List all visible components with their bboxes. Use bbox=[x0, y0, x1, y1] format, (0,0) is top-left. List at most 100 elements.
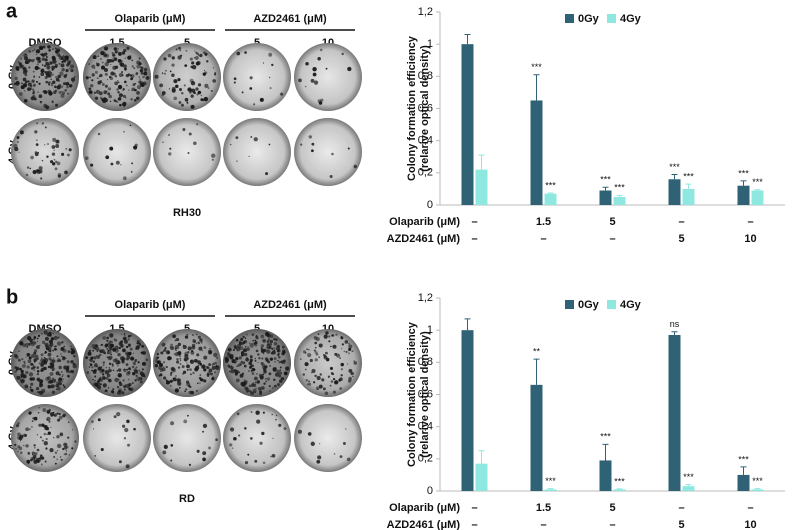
colony bbox=[246, 357, 249, 359]
colony bbox=[127, 343, 131, 347]
colony bbox=[204, 83, 209, 88]
colony bbox=[118, 72, 124, 78]
colony bbox=[109, 76, 111, 78]
colony bbox=[300, 143, 303, 146]
colony bbox=[43, 330, 48, 335]
bar bbox=[751, 190, 764, 205]
colony bbox=[17, 422, 20, 425]
colony bbox=[63, 446, 68, 450]
colony bbox=[344, 340, 349, 344]
colony bbox=[15, 366, 18, 370]
colony bbox=[99, 73, 103, 78]
colony bbox=[16, 136, 20, 139]
colony bbox=[190, 360, 192, 362]
dish-plate bbox=[153, 43, 221, 111]
colony bbox=[278, 356, 281, 359]
colony bbox=[176, 357, 179, 361]
colony bbox=[24, 80, 28, 84]
colony bbox=[113, 99, 117, 102]
colony bbox=[33, 369, 36, 371]
colony bbox=[63, 82, 67, 86]
colony bbox=[268, 52, 273, 57]
colony bbox=[36, 340, 39, 343]
colony bbox=[116, 369, 119, 372]
colony bbox=[186, 364, 190, 369]
colony bbox=[28, 428, 31, 431]
colony bbox=[215, 438, 218, 442]
colony bbox=[254, 357, 257, 360]
colony bbox=[277, 359, 279, 362]
colony bbox=[251, 364, 254, 368]
colony bbox=[123, 64, 127, 68]
colony bbox=[283, 427, 287, 430]
colony bbox=[123, 131, 125, 133]
colony bbox=[57, 418, 61, 422]
colony bbox=[195, 333, 198, 336]
colony bbox=[71, 349, 76, 353]
colony bbox=[15, 424, 20, 428]
colony bbox=[266, 349, 271, 354]
error-bar bbox=[685, 484, 692, 487]
error-bar bbox=[478, 450, 485, 464]
colony bbox=[170, 343, 173, 347]
error-bar bbox=[533, 74, 540, 101]
colony bbox=[240, 351, 245, 355]
colony bbox=[234, 369, 239, 375]
colony bbox=[328, 376, 330, 378]
colony bbox=[278, 423, 282, 427]
colony bbox=[36, 49, 39, 53]
colony bbox=[266, 345, 270, 350]
colony bbox=[199, 374, 201, 376]
colony bbox=[192, 371, 195, 375]
colony bbox=[55, 75, 58, 79]
colony bbox=[139, 376, 143, 381]
colony bbox=[161, 91, 166, 95]
colony bbox=[123, 388, 126, 391]
colony bbox=[58, 412, 61, 416]
colony bbox=[346, 457, 351, 462]
colony bbox=[19, 378, 23, 382]
colony bbox=[73, 75, 76, 79]
colony bbox=[64, 55, 69, 60]
colony bbox=[58, 62, 61, 65]
colony bbox=[104, 72, 108, 76]
colony bbox=[121, 74, 124, 76]
error-bar bbox=[464, 34, 471, 45]
colony bbox=[105, 376, 109, 380]
colony bbox=[38, 67, 41, 70]
colony bbox=[50, 364, 55, 369]
colony bbox=[315, 346, 317, 349]
colony bbox=[161, 342, 166, 347]
colony bbox=[70, 77, 76, 82]
colony bbox=[14, 370, 17, 373]
colony bbox=[37, 411, 40, 414]
colony bbox=[167, 53, 172, 58]
colony bbox=[243, 364, 247, 368]
colony bbox=[312, 67, 317, 72]
colony bbox=[99, 376, 102, 379]
colony bbox=[52, 436, 55, 439]
colony bbox=[66, 59, 69, 62]
colony bbox=[302, 373, 306, 376]
colony bbox=[312, 72, 317, 77]
colony bbox=[165, 380, 170, 385]
colony bbox=[318, 384, 323, 389]
colony bbox=[171, 88, 176, 93]
colony bbox=[135, 72, 139, 75]
colony bbox=[195, 342, 197, 344]
colony bbox=[30, 340, 34, 345]
colony bbox=[56, 449, 59, 452]
y-axis-label: (relarive optical density) bbox=[419, 45, 431, 172]
colony bbox=[117, 373, 122, 378]
colony bbox=[34, 452, 38, 456]
colony bbox=[44, 58, 48, 62]
colony bbox=[341, 52, 344, 56]
colony bbox=[37, 57, 41, 61]
colony bbox=[100, 447, 104, 452]
y-tick-label: 1,2 bbox=[418, 6, 433, 18]
colony bbox=[36, 366, 40, 369]
significance: *** bbox=[614, 476, 625, 486]
colony bbox=[94, 67, 96, 70]
colony bbox=[15, 66, 20, 71]
colony bbox=[49, 160, 54, 164]
